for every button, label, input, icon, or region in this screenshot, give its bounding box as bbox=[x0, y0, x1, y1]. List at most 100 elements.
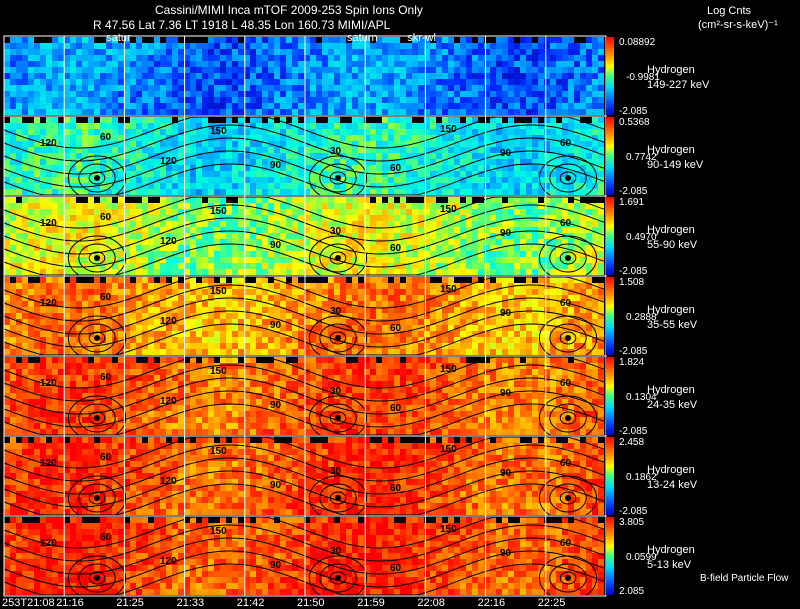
contour-level-label: 60 bbox=[100, 452, 112, 463]
contour-lines bbox=[3, 516, 605, 601]
spin-axis-point bbox=[94, 495, 100, 501]
contour-level-label: 60 bbox=[100, 292, 112, 303]
colorbar-units-line1: Log Cnts bbox=[707, 5, 752, 17]
colorbar bbox=[606, 517, 614, 595]
contour-level-label: 60 bbox=[100, 132, 112, 143]
band-species-label: Hydrogen bbox=[647, 144, 695, 156]
column-grid bbox=[63, 436, 547, 516]
contour-lines bbox=[3, 436, 605, 521]
energy-band-panel: 120 60 120 150 90 30 60 150 90 60 0.5368 0.7742 -2.0… bbox=[3, 115, 704, 201]
contour-level-label: 30 bbox=[330, 386, 342, 397]
x-tick-label: 21:25 bbox=[116, 597, 144, 609]
contour-level-label: 150 bbox=[210, 286, 227, 297]
spin-axis-point bbox=[335, 415, 341, 421]
contour-level-label: 120 bbox=[40, 218, 57, 229]
contour-level-label: 150 bbox=[210, 366, 227, 377]
colorbar-mid-label: 0.1862 bbox=[626, 472, 657, 483]
ephemeris-line: R 47.56 Lat 7.36 LT 1918 L 48.35 Lon 160… bbox=[93, 18, 391, 32]
contour-lines bbox=[3, 276, 605, 361]
colorbar bbox=[606, 437, 614, 515]
x-tick-label: 21:16 bbox=[56, 597, 84, 609]
contour-level-label: 90 bbox=[270, 400, 282, 411]
contour-level-label: 60 bbox=[560, 138, 572, 149]
energy-band-panel: 120 60 120 150 90 30 60 150 90 60 3.805 0.0599 2.085… bbox=[3, 515, 695, 601]
contour-level-label: 60 bbox=[390, 323, 402, 334]
spin-axis-point bbox=[565, 415, 571, 421]
x-tick-label: 253T21:08 bbox=[2, 597, 55, 609]
direction-marker-label: saturn bbox=[347, 32, 378, 44]
colorbar-min-label: 2.085 bbox=[619, 586, 644, 597]
contour-level-label: 150 bbox=[210, 526, 227, 537]
contour-level-label: 60 bbox=[100, 372, 112, 383]
contour-level-label: 90 bbox=[500, 388, 512, 399]
colorbar-max-label: 0.5368 bbox=[619, 117, 650, 128]
contour-level-label: 90 bbox=[270, 240, 282, 251]
spin-axis-point bbox=[335, 495, 341, 501]
heatmap-cells bbox=[4, 517, 604, 595]
colorbar-mid-label: -0.9981 bbox=[626, 72, 660, 83]
spin-axis-point bbox=[335, 335, 341, 341]
colorbar-max-label: 1.691 bbox=[619, 197, 644, 208]
x-tick-label: 21:50 bbox=[297, 597, 325, 609]
contour-level-label: 150 bbox=[440, 364, 457, 375]
colorbar-mid-label: 0.7742 bbox=[626, 152, 657, 163]
spin-axis-point bbox=[94, 575, 100, 581]
column-grid bbox=[63, 516, 547, 596]
colorbar-max-label: 2.458 bbox=[619, 437, 644, 448]
contour-level-label: 120 bbox=[40, 458, 57, 469]
band-species-label: Hydrogen bbox=[647, 64, 695, 76]
colorbar-min-label: -2.085 bbox=[619, 506, 648, 517]
contour-level-label: 120 bbox=[40, 138, 57, 149]
contour-level-label: 60 bbox=[100, 532, 112, 543]
x-tick-label: 22:25 bbox=[538, 597, 566, 609]
band-energy-label: 55-90 keV bbox=[647, 239, 698, 251]
contour-level-label: 150 bbox=[210, 206, 227, 217]
contour-level-label: 90 bbox=[270, 160, 282, 171]
contour-level-label: 30 bbox=[330, 546, 342, 557]
bfield-label: B-field Particle Flow bbox=[700, 573, 789, 584]
colorbar-mid-label: 0.2888 bbox=[626, 312, 657, 323]
contour-labels: 120 60 120 150 90 30 60 150 90 60 bbox=[40, 364, 572, 414]
contour-level-label: 90 bbox=[500, 548, 512, 559]
contour-level-label: 90 bbox=[270, 480, 282, 491]
colorbar-mid-label: 0.1304 bbox=[626, 392, 657, 403]
column-grid bbox=[63, 116, 547, 196]
column-grid bbox=[63, 196, 547, 276]
colorbar-units-line2: (cm²-sr-s-keV)⁻¹ bbox=[698, 19, 778, 31]
contour-level-label: 120 bbox=[160, 156, 177, 167]
colorbar-min-label: -2.085 bbox=[619, 266, 648, 277]
spin-axis-point bbox=[335, 575, 341, 581]
contour-level-label: 30 bbox=[330, 466, 342, 477]
band-species-label: Hydrogen bbox=[647, 384, 695, 396]
contour-level-label: 90 bbox=[500, 228, 512, 239]
column-grid bbox=[63, 36, 547, 116]
contour-level-label: 60 bbox=[390, 243, 402, 254]
contour-level-label: 30 bbox=[330, 226, 342, 237]
contour-labels: 120 60 120 150 90 30 60 150 90 60 bbox=[40, 524, 572, 574]
band-energy-label: 24-35 keV bbox=[647, 399, 698, 411]
contour-level-label: 150 bbox=[440, 524, 457, 535]
contour-level-label: 120 bbox=[160, 236, 177, 247]
contour-level-label: 60 bbox=[560, 378, 572, 389]
colorbar bbox=[606, 197, 614, 275]
contour-level-label: 90 bbox=[500, 148, 512, 159]
contour-level-label: 150 bbox=[440, 284, 457, 295]
contour-level-label: 60 bbox=[560, 298, 572, 309]
band-species-label: Hydrogen bbox=[647, 304, 695, 316]
spin-axis-point bbox=[565, 255, 571, 261]
spin-axis-point bbox=[335, 255, 341, 261]
contour-level-label: 60 bbox=[390, 483, 402, 494]
band-species-label: Hydrogen bbox=[647, 224, 695, 236]
contour-lines bbox=[3, 116, 605, 201]
heatmap-cells bbox=[4, 37, 604, 115]
spin-axis-point bbox=[565, 175, 571, 181]
energy-band-panel: 120 60 120 150 90 30 60 150 90 60 1.691 0.4970 -2.08… bbox=[3, 195, 698, 281]
energy-band-panel: 120 60 120 150 90 30 60 150 90 60 1.508 0.2888 -2.08… bbox=[3, 275, 698, 361]
contour-level-label: 150 bbox=[440, 204, 457, 215]
colorbar-min-label: -2.085 bbox=[619, 186, 648, 197]
contour-level-label: 120 bbox=[160, 556, 177, 567]
contour-level-label: 60 bbox=[100, 212, 112, 223]
contour-labels: 120 60 120 150 90 30 60 150 90 60 bbox=[40, 124, 572, 174]
contour-level-label: 150 bbox=[440, 124, 457, 135]
